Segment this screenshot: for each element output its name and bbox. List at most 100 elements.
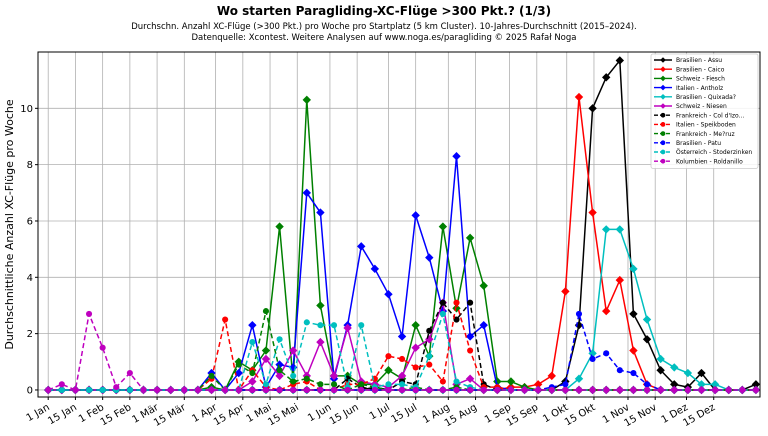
data-point — [684, 386, 691, 394]
data-point — [261, 354, 271, 364]
x-tick-label: 15 Feb — [99, 402, 134, 428]
data-point — [616, 367, 623, 374]
data-point — [629, 264, 638, 274]
data-point — [384, 290, 393, 299]
legend-box — [650, 53, 759, 169]
data-point — [547, 371, 556, 381]
y-tick-label: 0 — [27, 385, 33, 396]
data-point — [276, 386, 283, 394]
data-point — [453, 299, 460, 306]
legend-entry-3: Italien - Antholz — [676, 85, 723, 92]
data-point — [494, 386, 501, 394]
data-point — [629, 309, 638, 319]
data-point — [426, 327, 433, 334]
y-axis-label: Durchschnittliche Anzahl XC-Flüge pro Wo… — [3, 99, 16, 350]
legend-marker-1 — [660, 66, 666, 72]
x-tick-label: 15 Sep — [505, 402, 541, 429]
legend-marker-3 — [660, 84, 666, 91]
data-point — [602, 73, 611, 82]
data-point — [426, 386, 433, 394]
data-point — [575, 386, 583, 394]
data-point — [290, 372, 297, 379]
x-tick-label: 1 Jul — [368, 402, 392, 422]
series-6 — [45, 299, 759, 394]
data-point — [697, 368, 706, 378]
data-point — [208, 386, 215, 394]
data-point — [385, 381, 392, 388]
data-point — [453, 378, 460, 385]
data-point — [411, 211, 420, 220]
data-point — [99, 344, 106, 351]
data-point — [574, 374, 584, 383]
data-point — [574, 92, 584, 102]
legend-entry-0: Brasilien - Assu — [676, 57, 722, 64]
x-tick-label: 15 Apr — [212, 402, 247, 429]
data-point — [412, 364, 419, 371]
data-point — [249, 339, 256, 346]
legend-marker-8 — [660, 131, 666, 136]
data-point — [261, 346, 271, 355]
data-point — [465, 332, 475, 341]
data-point — [642, 335, 652, 344]
data-point — [113, 384, 120, 391]
legend-entry-2: Schweiz - Fiesch — [676, 76, 725, 83]
series-lines — [44, 56, 761, 395]
data-point — [370, 264, 380, 274]
data-point — [357, 242, 366, 251]
data-point — [140, 386, 147, 394]
legend-marker-6 — [660, 112, 666, 118]
data-point — [371, 386, 378, 394]
data-point — [288, 346, 298, 355]
x-tick-label: 15 Mär — [152, 402, 188, 429]
data-point — [710, 380, 720, 389]
data-point — [725, 386, 732, 394]
data-point — [358, 381, 365, 388]
legend-marker-0 — [660, 57, 666, 63]
data-point — [208, 372, 215, 379]
data-point — [248, 377, 257, 386]
legend-marker-11 — [660, 158, 666, 164]
data-point — [588, 208, 597, 217]
data-point — [533, 380, 543, 389]
data-point — [439, 386, 446, 394]
data-point — [752, 386, 759, 394]
data-point — [411, 343, 420, 352]
data-point — [249, 370, 256, 377]
data-point — [562, 381, 569, 388]
series-line — [48, 156, 756, 392]
data-point — [603, 386, 610, 394]
data-point — [521, 386, 528, 394]
data-point — [425, 253, 434, 262]
data-point — [467, 386, 474, 394]
legend-marker-2 — [660, 75, 666, 82]
data-point — [439, 299, 446, 306]
data-point — [85, 386, 93, 394]
data-point — [397, 332, 407, 341]
data-point — [602, 306, 611, 316]
y-tick-label: 10 — [20, 104, 33, 115]
y-tick-label: 8 — [27, 160, 33, 171]
x-tick-label: 15 Okt — [563, 402, 598, 428]
series-4 — [44, 225, 761, 395]
data-point — [262, 308, 270, 315]
legend-entry-11: Kolumbien - Roldanillo — [676, 158, 743, 165]
data-point — [85, 310, 93, 317]
data-point — [126, 386, 133, 394]
data-point — [588, 349, 597, 358]
data-point — [453, 316, 460, 323]
data-point — [222, 316, 229, 323]
legend-marker-4 — [660, 94, 666, 100]
x-tick-label: 15 Jan — [46, 402, 79, 427]
data-point — [712, 386, 719, 394]
x-tick-label: 15 Jun — [328, 402, 361, 427]
data-point — [589, 386, 596, 394]
data-point — [630, 386, 637, 394]
data-point — [385, 353, 392, 360]
data-point — [302, 95, 311, 105]
data-point — [58, 386, 65, 394]
data-point — [303, 375, 310, 382]
data-point — [452, 152, 461, 161]
data-point — [643, 386, 651, 394]
data-point — [275, 222, 284, 231]
data-point — [99, 386, 106, 394]
